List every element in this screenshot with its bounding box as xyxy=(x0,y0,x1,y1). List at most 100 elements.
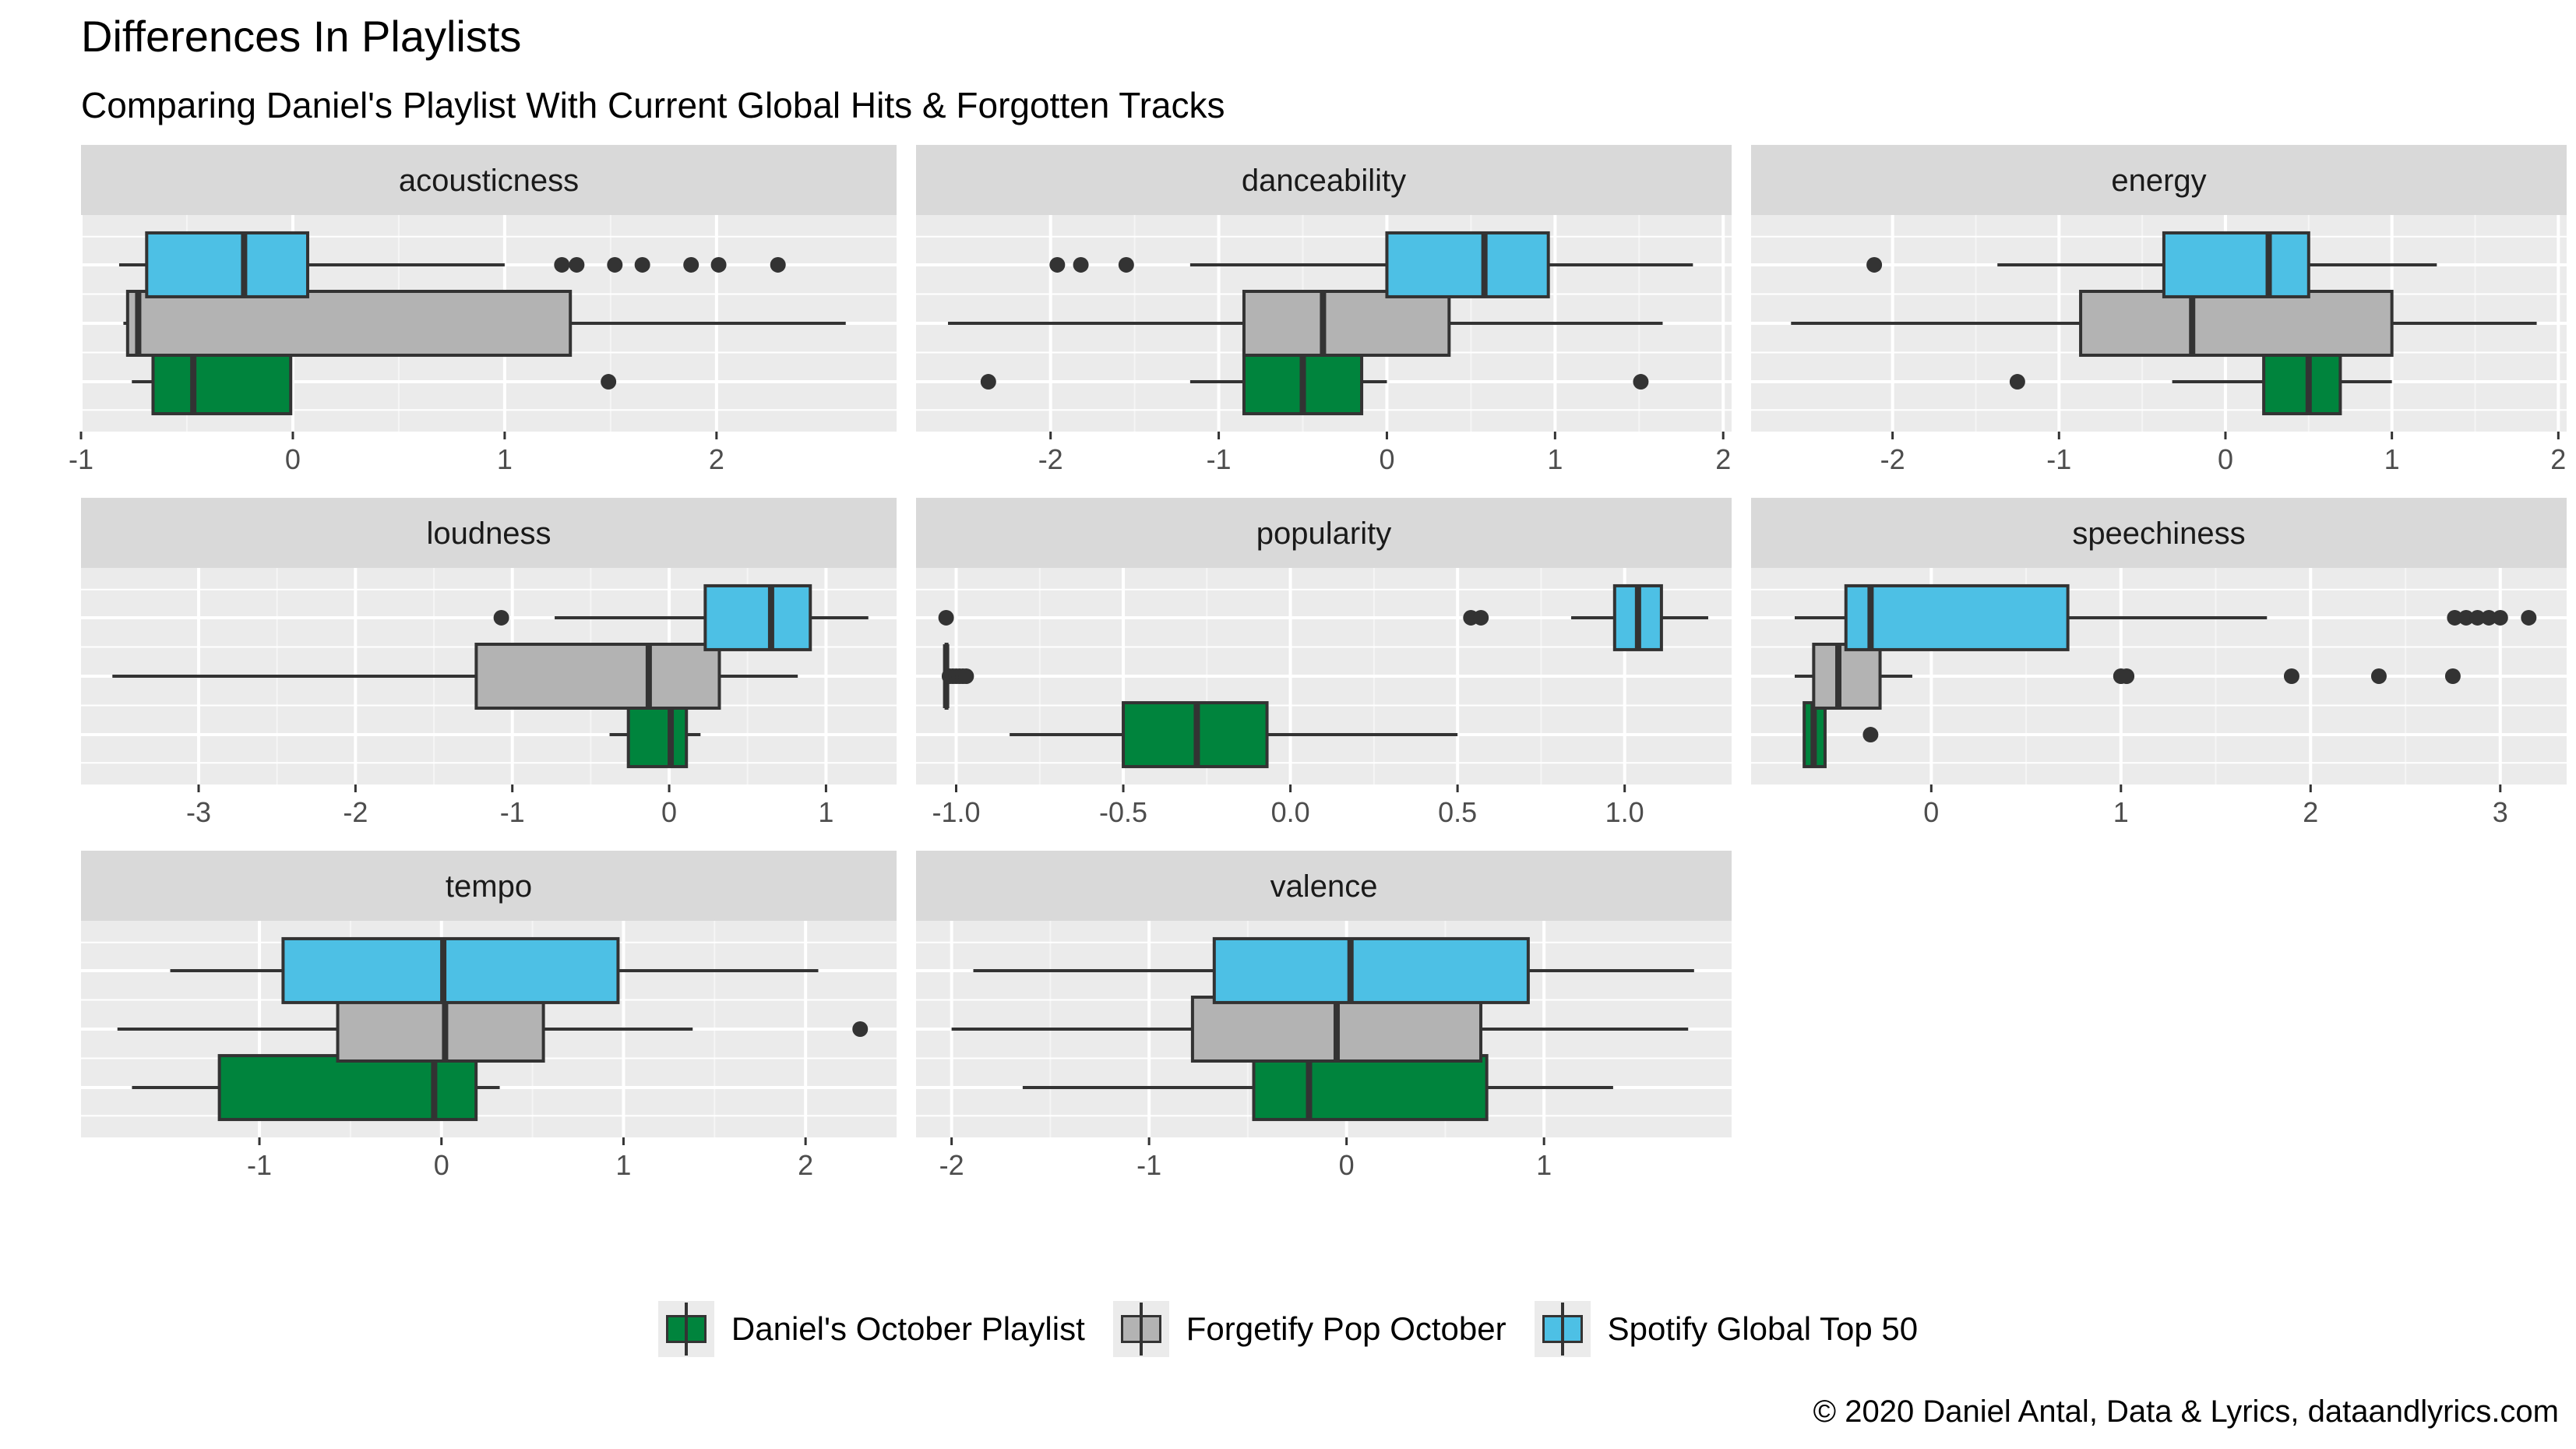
outlier-acousticness-spotify-global-top-50 xyxy=(683,256,700,273)
legend-key-daniels xyxy=(657,1301,714,1357)
panel-strip-label-loudness: loudness xyxy=(426,516,551,551)
box-loudness-spotify-global-top-50 xyxy=(703,583,812,651)
outlier-speechiness-forgetify-pop-october xyxy=(2370,668,2387,684)
box-energy-daniel-s-october-playlist xyxy=(2262,348,2342,416)
outlier-speechiness-forgetify-pop-october xyxy=(2444,668,2461,684)
box-valence-daniel-s-october-playlist xyxy=(1252,1054,1489,1122)
outlier-danceability-spotify-global-top-50 xyxy=(1118,256,1134,273)
legend-item-daniels: Daniel's October Playlist xyxy=(657,1301,1085,1357)
x-tick-label-loudness: 0 xyxy=(661,796,677,828)
outlier-popularity-spotify-global-top-50 xyxy=(1473,609,1489,626)
box-acousticness-forgetify-pop-october xyxy=(125,290,573,357)
legend: Daniel's October Playlist Forgetify Pop … xyxy=(0,1301,2576,1357)
x-tick-label-loudness: -1 xyxy=(500,796,525,828)
box-tempo-daniel-s-october-playlist xyxy=(217,1054,478,1122)
outlier-speechiness-spotify-global-top-50 xyxy=(2458,609,2474,626)
box-energy-forgetify-pop-october xyxy=(2079,290,2394,357)
x-tick-label-valence: 0 xyxy=(1339,1149,1355,1181)
legend-item-forgetify: Forgetify Pop October xyxy=(1112,1301,1506,1357)
box-energy-spotify-global-top-50 xyxy=(2162,231,2310,298)
outlier-speechiness-forgetify-pop-october xyxy=(2119,668,2135,684)
x-tick-label-tempo: -1 xyxy=(247,1149,272,1181)
outlier-tempo-forgetify-pop-october xyxy=(852,1021,869,1037)
x-tick-label-tempo: 2 xyxy=(798,1149,813,1181)
x-tick-label-tempo: 1 xyxy=(615,1149,631,1181)
panel-strip-label-valence: valence xyxy=(1270,869,1378,904)
panel-strip-speechiness xyxy=(1751,498,2567,568)
panel-strip-label-acousticness: acousticness xyxy=(399,164,579,198)
panel-strip-label-danceability: danceability xyxy=(1242,164,1406,198)
x-tick-label-valence: 1 xyxy=(1536,1149,1552,1181)
x-tick-label-energy: 2 xyxy=(2550,443,2566,475)
outlier-acousticness-spotify-global-top-50 xyxy=(569,256,585,273)
outlier-energy-daniel-s-october-playlist xyxy=(2009,374,2025,390)
outlier-acousticness-spotify-global-top-50 xyxy=(554,256,570,273)
outlier-acousticness-daniel-s-october-playlist xyxy=(601,374,617,390)
outlier-popularity-spotify-global-top-50 xyxy=(938,609,954,626)
panel-strip-energy xyxy=(1751,145,2567,215)
x-tick-label-danceability: -2 xyxy=(1038,443,1063,475)
outlier-acousticness-spotify-global-top-50 xyxy=(634,256,650,273)
x-tick-label-acousticness: 2 xyxy=(709,443,724,475)
x-tick-label-danceability: 0 xyxy=(1379,443,1394,475)
x-tick-label-loudness: 1 xyxy=(818,796,833,828)
outlier-acousticness-spotify-global-top-50 xyxy=(607,256,623,273)
outlier-popularity-forgetify-pop-october xyxy=(958,668,974,684)
x-tick-label-valence: -2 xyxy=(939,1149,964,1181)
panel-strip-label-popularity: popularity xyxy=(1256,516,1391,551)
panel-strip-label-energy: energy xyxy=(2111,164,2206,198)
x-tick-label-energy: -2 xyxy=(1880,443,1905,475)
outlier-speechiness-forgetify-pop-october xyxy=(2283,668,2299,684)
legend-key-forgetify xyxy=(1112,1301,1169,1357)
x-tick-label-acousticness: -1 xyxy=(69,443,93,475)
x-tick-label-danceability: 2 xyxy=(1715,443,1731,475)
legend-item-spotify: Spotify Global Top 50 xyxy=(1534,1301,1918,1357)
outlier-loudness-spotify-global-top-50 xyxy=(493,609,509,626)
box-danceability-spotify-global-top-50 xyxy=(1385,231,1550,298)
x-tick-label-loudness: -2 xyxy=(343,796,368,828)
panel-strip-label-speechiness: speechiness xyxy=(2072,516,2245,551)
box-danceability-forgetify-pop-october xyxy=(1242,290,1451,357)
outlier-acousticness-spotify-global-top-50 xyxy=(770,256,786,273)
box-acousticness-spotify-global-top-50 xyxy=(145,231,309,298)
box-tempo-forgetify-pop-october xyxy=(336,996,545,1063)
outlier-speechiness-daniel-s-october-playlist xyxy=(1862,727,1879,743)
x-tick-label-danceability: 1 xyxy=(1547,443,1563,475)
outlier-speechiness-spotify-global-top-50 xyxy=(2481,609,2497,626)
legend-label-forgetify: Forgetify Pop October xyxy=(1186,1310,1506,1347)
x-tick-label-popularity: -0.5 xyxy=(1099,796,1147,828)
x-tick-label-speechiness: 2 xyxy=(2303,796,2318,828)
box-valence-spotify-global-top-50 xyxy=(1212,936,1530,1004)
x-tick-label-acousticness: 1 xyxy=(497,443,513,475)
outlier-energy-spotify-global-top-50 xyxy=(1866,256,1883,273)
outlier-danceability-spotify-global-top-50 xyxy=(1049,256,1066,273)
outlier-danceability-daniel-s-october-playlist xyxy=(980,374,996,390)
x-tick-label-acousticness: 0 xyxy=(285,443,301,475)
outlier-speechiness-spotify-global-top-50 xyxy=(2492,609,2508,626)
x-tick-label-popularity: 0.0 xyxy=(1271,796,1310,828)
box-speechiness-forgetify-pop-october xyxy=(1812,643,1882,710)
x-tick-label-tempo: 0 xyxy=(434,1149,449,1181)
x-tick-label-speechiness: 1 xyxy=(2113,796,2129,828)
x-tick-label-danceability: -1 xyxy=(1207,443,1232,475)
x-tick-label-popularity: 1.0 xyxy=(1605,796,1644,828)
box-acousticness-daniel-s-october-playlist xyxy=(151,348,293,416)
x-tick-label-popularity: 0.5 xyxy=(1438,796,1477,828)
panel-strip-acousticness xyxy=(81,145,897,215)
x-tick-label-energy: 1 xyxy=(2384,443,2400,475)
chart-title: Differences In Playlists xyxy=(81,12,522,61)
panel-strip-valence xyxy=(916,851,1732,921)
caption: © 2020 Daniel Antal, Data & Lyrics, data… xyxy=(1813,1394,2559,1429)
outlier-danceability-daniel-s-october-playlist xyxy=(1633,374,1649,390)
legend-key-spotify xyxy=(1534,1301,1591,1357)
x-tick-label-speechiness: 3 xyxy=(2493,796,2508,828)
x-tick-label-speechiness: 0 xyxy=(1923,796,1939,828)
chart-subtitle: Comparing Daniel's Playlist With Current… xyxy=(81,85,1225,125)
panel-strip-label-tempo: tempo xyxy=(446,869,532,904)
outlier-speechiness-spotify-global-top-50 xyxy=(2447,609,2463,626)
box-loudness-daniel-s-october-playlist xyxy=(626,701,689,769)
legend-label-daniels: Daniel's October Playlist xyxy=(731,1310,1085,1347)
outlier-acousticness-spotify-global-top-50 xyxy=(710,256,727,273)
panel-strip-loudness xyxy=(81,498,897,568)
